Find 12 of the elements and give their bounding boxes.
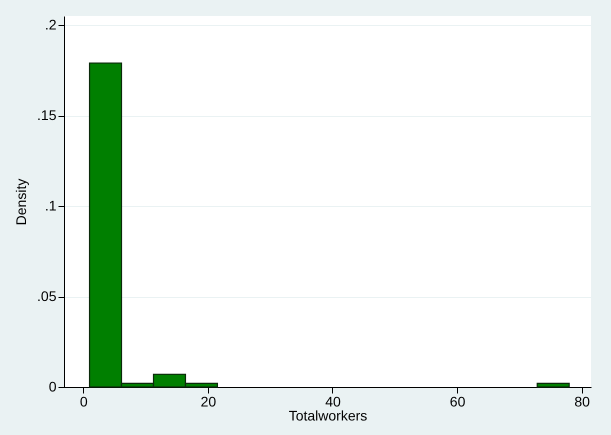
y-tick-label: .05 bbox=[37, 288, 57, 304]
y-tick-label: .2 bbox=[44, 16, 57, 33]
y-tick-label: .15 bbox=[37, 107, 57, 124]
y-axis-title: Density bbox=[13, 178, 30, 226]
y-tick-label: 0 bbox=[48, 378, 57, 394]
x-tick-label: 40 bbox=[325, 394, 341, 410]
x-tick-label: 80 bbox=[574, 394, 590, 410]
y-tick-label: .1 bbox=[44, 198, 57, 214]
x-axis-title: Totalworkers bbox=[288, 408, 368, 424]
x-tick-label: 0 bbox=[80, 394, 88, 410]
x-tick-label: 60 bbox=[450, 394, 466, 410]
x-tick-label: 20 bbox=[200, 394, 216, 410]
